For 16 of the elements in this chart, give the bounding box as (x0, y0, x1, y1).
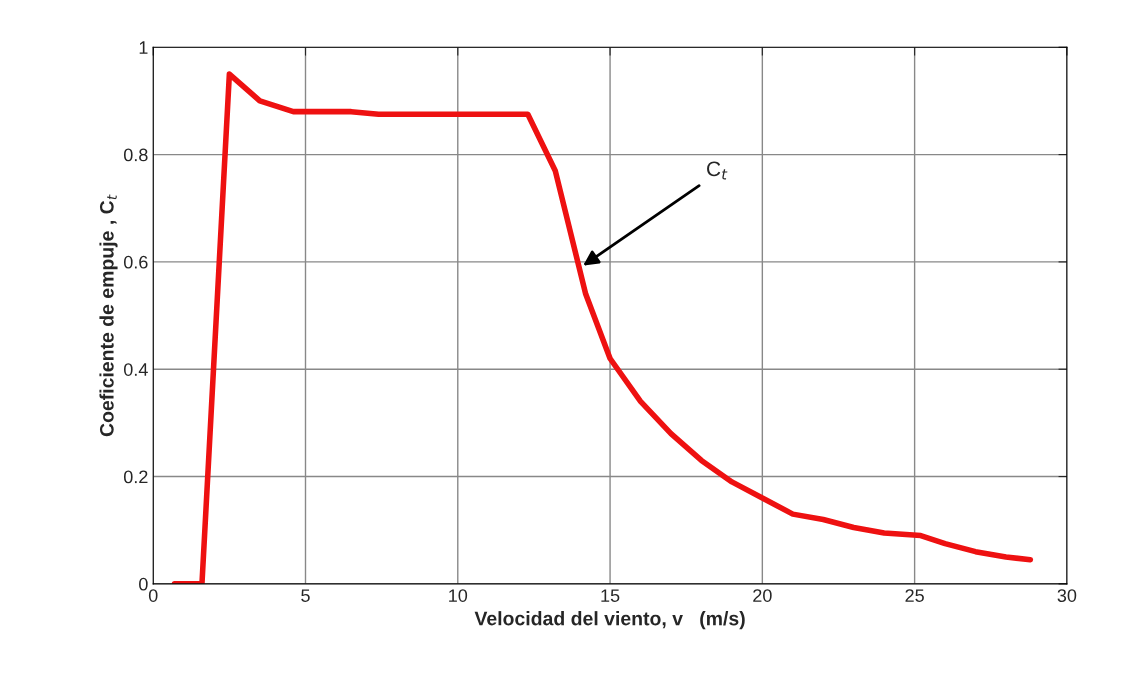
y-tick-label: 0 (139, 577, 148, 591)
x-axis-title: Velocidad del viento, v (m/s) (474, 611, 745, 630)
y-tick-label: 0.4 (123, 363, 148, 376)
x-tick-label: 15 (601, 589, 620, 602)
x-tick-label: 25 (905, 589, 924, 602)
y-axis-title: Coeficiente de empuje , C$_{t}$ (99, 194, 118, 437)
y-tick-label: 0.2 (123, 470, 148, 484)
annotation: C$_{t}$ (707, 161, 728, 180)
x-tick-label: 20 (753, 589, 772, 602)
x-tick-label: 5 (301, 589, 310, 602)
y-tick-label: 1 (139, 41, 148, 54)
x-tick-label: 0 (148, 589, 158, 602)
y-tick-label: 0.6 (123, 255, 148, 269)
y-tick-label: 0.8 (123, 148, 148, 162)
x-tick-label: 30 (1057, 589, 1077, 602)
x-tick-label: 10 (449, 589, 468, 602)
